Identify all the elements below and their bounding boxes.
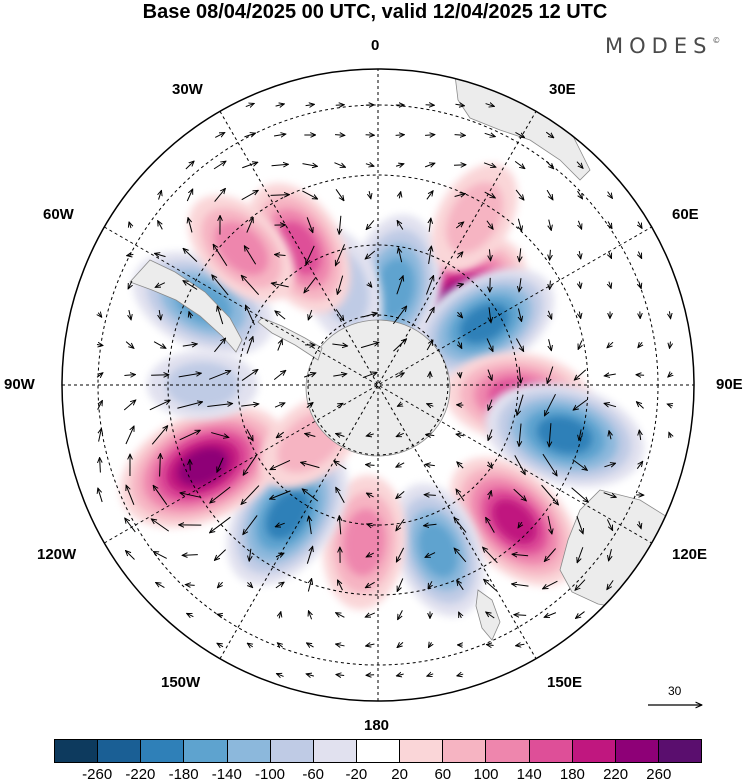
wind-arrow [426,105,435,106]
colorbar-tick-label: 140 [517,766,542,783]
colorbar-swatch [314,740,357,762]
colorbar-tick-label: -60 [302,766,324,783]
colorbar-swatch [55,740,98,762]
lon-label-150e: 150E [547,674,582,692]
colorbar-tick-label: 180 [560,766,585,783]
wind-arrow [454,165,466,166]
colorbar-tick-label: -100 [255,766,285,783]
colorbar-tick-label: 260 [646,766,671,783]
lon-label-120w: 120W [37,546,76,564]
lon-label-30e: 30E [549,81,576,99]
colorbar-swatch [271,740,314,762]
wind-arrow [636,375,644,376]
wind-arrow [190,459,191,470]
colorbar-swatch [530,740,573,762]
colorbar-swatch [141,740,184,762]
colorbar-tick-label: 220 [603,766,628,783]
colorbar-swatch [357,740,400,762]
colorbar [54,739,702,763]
colorbar-ticks: -260 -220 -180 -140 -100 -60 -20 20 60 100 140 180 2… [54,766,702,784]
lon-label-60w: 60W [43,206,74,224]
colorbar-tick-label: 20 [391,766,408,783]
colorbar-tick-label: 100 [473,766,498,783]
colorbar-tick-label: -180 [169,766,199,783]
lon-label-0: 0 [371,37,379,55]
lon-label-150w: 150W [161,674,200,692]
colorbar-swatch [228,740,271,762]
lon-label-90w: 90W [4,376,35,394]
colorbar-swatch [443,740,486,762]
colorbar-tick-label: -260 [82,766,112,783]
colorbar-tick-label: -140 [212,766,242,783]
colorbar-tick-label: 60 [434,766,451,783]
wind-arrow [366,675,374,676]
wind-arrow [336,105,344,106]
lon-label-180: 180 [364,717,389,735]
reference-vector-label: 30 [668,684,681,698]
colorbar-swatch [486,740,529,762]
colorbar-swatch [659,740,701,762]
lon-label-90e: 90E [716,376,743,394]
lon-label-60e: 60E [672,206,699,224]
wind-arrow [514,615,526,616]
colorbar-swatch [573,740,616,762]
lon-label-30w: 30W [172,81,203,99]
colorbar-swatch [400,740,443,762]
colorbar-tick-label: -220 [125,766,155,783]
colorbar-swatch [184,740,227,762]
colorbar-tick-label: -20 [346,766,368,783]
lon-label-120e: 120E [672,546,707,564]
colorbar-swatch [616,740,659,762]
colorbar-swatch [98,740,141,762]
